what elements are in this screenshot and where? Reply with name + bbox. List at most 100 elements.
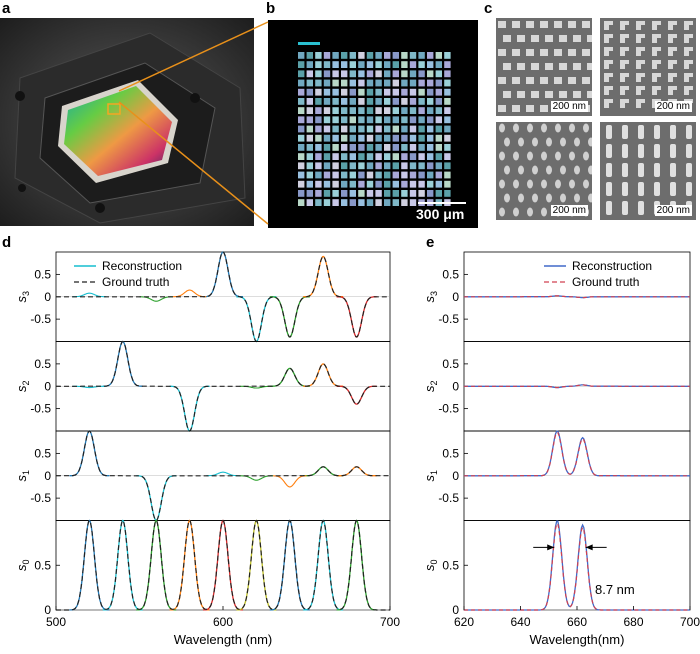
nanostructure bbox=[545, 35, 553, 42]
x-tick-label: 620 bbox=[454, 615, 474, 629]
array-cell bbox=[298, 125, 305, 133]
reconstruction-line bbox=[102, 340, 143, 387]
ground-truth-line bbox=[464, 432, 690, 477]
nanostructure bbox=[657, 21, 661, 25]
array-cell bbox=[323, 79, 331, 87]
array-cell bbox=[401, 144, 408, 151]
array-cell bbox=[384, 70, 391, 78]
nanostructure bbox=[546, 193, 552, 203]
array-cell bbox=[332, 98, 339, 105]
nanostructure bbox=[545, 63, 553, 70]
array-cell bbox=[375, 70, 382, 78]
array-cell bbox=[435, 70, 442, 78]
array-cell bbox=[435, 52, 442, 59]
array-cell bbox=[315, 88, 322, 96]
array-cell bbox=[332, 79, 339, 87]
y-tick-label: 0 bbox=[452, 379, 459, 393]
reconstruction-line bbox=[236, 296, 277, 343]
array-cell bbox=[392, 98, 399, 105]
array-cell bbox=[298, 180, 305, 188]
array-cell bbox=[323, 125, 331, 133]
nanostructure bbox=[554, 21, 562, 28]
nanostructure bbox=[636, 73, 641, 82]
nanostructure bbox=[604, 86, 609, 95]
array-cell bbox=[427, 61, 434, 68]
nanostructure bbox=[652, 47, 657, 56]
nanostructure bbox=[498, 105, 506, 112]
sem-image: 200 nm bbox=[496, 18, 592, 116]
array-cell bbox=[332, 88, 339, 96]
nanostructure bbox=[604, 47, 609, 56]
nanostructure bbox=[518, 137, 524, 147]
array-cell bbox=[444, 144, 451, 151]
nanostructure bbox=[654, 144, 660, 158]
array-cell bbox=[427, 125, 434, 133]
y-tick-label: 0.5 bbox=[442, 558, 459, 572]
array-cell bbox=[366, 180, 374, 188]
array-cell bbox=[341, 125, 348, 133]
nanostructure bbox=[574, 165, 580, 175]
array-cell bbox=[298, 88, 305, 96]
scalebar-label-b: 300 μm bbox=[416, 206, 465, 222]
x-tick-label: 700 bbox=[380, 615, 400, 629]
array-cell bbox=[435, 190, 442, 197]
array-cell bbox=[315, 70, 322, 78]
array-cell bbox=[418, 107, 425, 114]
array-cell bbox=[435, 61, 442, 68]
array-cell bbox=[358, 107, 365, 114]
array-cell bbox=[315, 162, 322, 170]
array-cell bbox=[435, 79, 442, 87]
nanostructure bbox=[540, 21, 548, 28]
array-cell bbox=[306, 199, 313, 206]
array-cell bbox=[349, 162, 356, 170]
array-cell bbox=[366, 162, 374, 170]
nanostructure bbox=[689, 34, 693, 38]
nanostructure bbox=[498, 77, 506, 84]
reconstruction-line bbox=[206, 471, 240, 477]
array-cell bbox=[401, 61, 408, 68]
reconstruction-line bbox=[273, 475, 307, 488]
panel-label-c: c bbox=[484, 0, 493, 17]
array-cell bbox=[392, 199, 399, 206]
nanostructure bbox=[641, 60, 645, 64]
ground-truth-line bbox=[464, 384, 690, 389]
nanostructure bbox=[588, 165, 592, 175]
array-cell bbox=[298, 162, 305, 170]
reconstruction-line bbox=[102, 519, 143, 611]
nanostructure bbox=[668, 73, 673, 82]
nanostructure bbox=[504, 137, 510, 147]
nanostructure bbox=[641, 21, 645, 25]
array-cell bbox=[341, 134, 348, 142]
array-cell bbox=[401, 153, 408, 160]
array-cell bbox=[358, 98, 365, 105]
nanostructure bbox=[545, 91, 553, 98]
reconstruction-line bbox=[69, 519, 110, 611]
array-cell bbox=[401, 125, 408, 133]
array-cell bbox=[323, 190, 331, 197]
x-tick-label: 500 bbox=[46, 615, 66, 629]
nanostructure bbox=[512, 21, 520, 28]
nanostructure bbox=[609, 47, 613, 51]
array-cell bbox=[375, 171, 382, 179]
nanostructure bbox=[657, 60, 661, 64]
array-cell bbox=[375, 144, 382, 151]
nanostructure bbox=[684, 60, 689, 69]
nanostructure bbox=[582, 49, 590, 56]
array-cell bbox=[366, 107, 374, 114]
y-axis-label: s2 bbox=[422, 380, 439, 392]
array-cell bbox=[323, 153, 331, 160]
array-cell bbox=[323, 180, 331, 188]
reconstruction-line bbox=[202, 519, 244, 611]
array-cell bbox=[427, 134, 434, 142]
nanostructure bbox=[573, 63, 581, 70]
x-axis-label: Wavelength(nm) bbox=[530, 632, 625, 647]
array-cell bbox=[332, 52, 339, 59]
nanostructure bbox=[569, 179, 575, 189]
nanostructure bbox=[625, 99, 629, 103]
array-cell bbox=[435, 98, 442, 105]
array-cell bbox=[418, 79, 425, 87]
nanostructure bbox=[541, 179, 547, 189]
y-tick-label: 0.5 bbox=[442, 267, 459, 281]
array-cell bbox=[358, 162, 365, 170]
nanostructure bbox=[504, 193, 510, 203]
